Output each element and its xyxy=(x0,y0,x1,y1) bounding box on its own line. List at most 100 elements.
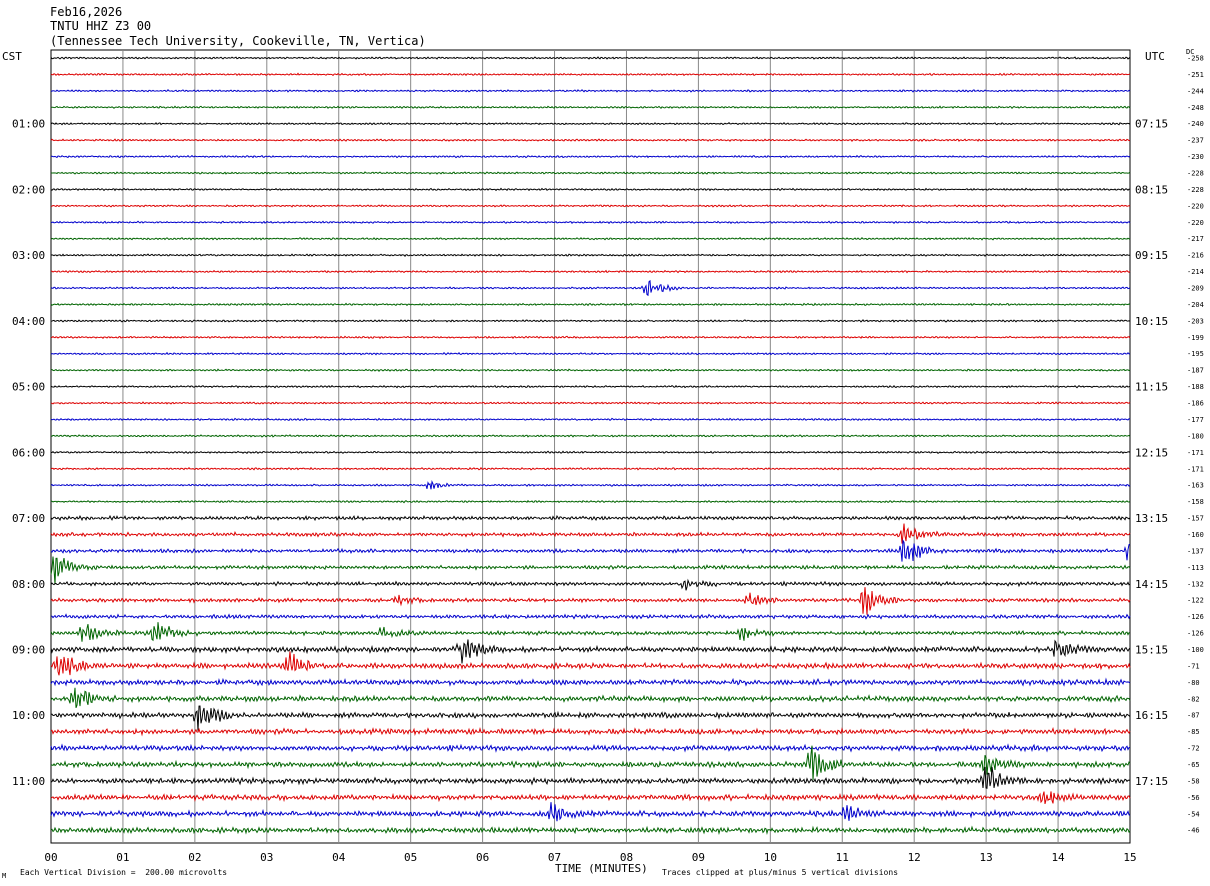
trace-line xyxy=(50,351,1131,356)
x-tick-label: 11 xyxy=(836,851,849,864)
x-tick-label: 09 xyxy=(692,851,705,864)
dc-offset-label: -217 xyxy=(1187,235,1204,243)
dc-offset-label: -56 xyxy=(1187,794,1200,802)
dc-offset-label: -58 xyxy=(1187,777,1200,785)
trace-line xyxy=(50,187,1131,192)
cst-hour-label: 04:00 xyxy=(12,315,45,328)
x-tick-label: 00 xyxy=(44,851,57,864)
trace-line xyxy=(50,613,1131,620)
utc-hour-label: 17:15 xyxy=(1135,775,1168,788)
trace-line xyxy=(50,622,1131,642)
x-tick-label: 05 xyxy=(404,851,417,864)
left-timezone-label: CST xyxy=(2,50,22,63)
minute-grid xyxy=(50,49,1131,844)
utc-hour-label: 09:15 xyxy=(1135,249,1168,262)
trace-line xyxy=(50,302,1131,307)
trace-line xyxy=(50,220,1131,225)
x-tick-label: 06 xyxy=(476,851,489,864)
dc-offset-label: -113 xyxy=(1187,564,1204,572)
dc-offset-label: -54 xyxy=(1187,810,1200,818)
trace-line xyxy=(50,401,1131,405)
x-tick-label: 01 xyxy=(116,851,129,864)
dc-offset-label: -171 xyxy=(1187,449,1204,457)
dc-offset-label: -203 xyxy=(1187,317,1204,325)
trace-line xyxy=(50,89,1131,93)
trace-line xyxy=(50,253,1131,257)
dc-offset-label: -228 xyxy=(1187,170,1204,178)
x-tick-label: 08 xyxy=(620,851,633,864)
dc-offset-label: -258 xyxy=(1187,55,1204,63)
trace-line xyxy=(50,743,1131,753)
dc-offset-label: -158 xyxy=(1187,498,1204,506)
x-tick-label: 12 xyxy=(908,851,921,864)
trace-line xyxy=(50,538,1131,562)
trace-line xyxy=(50,237,1131,241)
dc-offset-label: -82 xyxy=(1187,695,1200,703)
plot-frame xyxy=(50,49,1131,844)
trace-line xyxy=(50,480,1131,490)
dc-offset-label: -72 xyxy=(1187,745,1200,753)
trace-line xyxy=(50,434,1131,438)
dc-offset-label: -180 xyxy=(1187,432,1204,440)
dc-offset-label: -220 xyxy=(1187,219,1204,227)
trace-line xyxy=(50,802,1131,822)
utc-hour-label: 10:15 xyxy=(1135,315,1168,328)
x-tick-label: 10 xyxy=(764,851,777,864)
station-code: TNTU HHZ Z3 00 xyxy=(50,19,152,33)
trace-line xyxy=(50,726,1131,737)
trace-line xyxy=(50,766,1131,789)
dc-offset-label: -204 xyxy=(1187,301,1204,309)
trace-line xyxy=(50,639,1131,664)
dc-offset-label: -87 xyxy=(1187,712,1200,720)
x-axis-title: TIME (MINUTES) xyxy=(555,862,648,875)
dc-offset-label: -122 xyxy=(1187,597,1204,605)
utc-hour-label: 08:15 xyxy=(1135,183,1168,196)
dc-offset-label: -209 xyxy=(1187,285,1204,293)
plot-date: Feb16,2026 xyxy=(50,5,123,19)
trace-line xyxy=(50,556,1131,585)
trace-line xyxy=(50,466,1131,471)
trace-line xyxy=(50,791,1131,805)
dc-offset-label: -100 xyxy=(1187,646,1204,654)
dc-offset-label: -126 xyxy=(1187,630,1204,638)
trace-line xyxy=(50,745,1131,781)
clip-note: Traces clipped at plus/minus 5 vertical … xyxy=(662,868,899,877)
x-tick-label: 03 xyxy=(260,851,273,864)
trace-line xyxy=(50,269,1131,274)
dc-offset-label: -188 xyxy=(1187,383,1204,391)
trace-line xyxy=(50,384,1131,389)
trace-line xyxy=(50,72,1131,77)
utc-hour-label: 11:15 xyxy=(1135,381,1168,394)
dc-offset-label: -248 xyxy=(1187,104,1204,112)
cst-hour-label: 03:00 xyxy=(12,249,45,262)
trace-line xyxy=(50,138,1131,142)
trace-line xyxy=(50,56,1131,60)
utc-hour-label: 07:15 xyxy=(1135,118,1168,131)
dc-offset-label: -137 xyxy=(1187,547,1204,555)
cst-hour-label: 07:00 xyxy=(12,512,45,525)
dc-offset-label: -132 xyxy=(1187,580,1204,588)
trace-line xyxy=(50,121,1131,126)
dc-offset-label: -177 xyxy=(1187,416,1204,424)
trace-line xyxy=(50,154,1131,159)
dc-offset-label: -65 xyxy=(1187,761,1200,769)
trace-line xyxy=(50,499,1131,504)
trace-line xyxy=(50,514,1131,522)
dc-offset-label: -160 xyxy=(1187,531,1204,539)
dc-offset-label: -46 xyxy=(1187,827,1200,835)
trace-line xyxy=(50,587,1131,615)
trace-line xyxy=(50,105,1131,110)
x-tick-label: 13 xyxy=(980,851,993,864)
x-tick-label: 15 xyxy=(1123,851,1136,864)
trace-line xyxy=(50,523,1131,544)
x-tick-label: 02 xyxy=(188,851,201,864)
trace-line xyxy=(50,687,1131,709)
utc-hour-label: 14:15 xyxy=(1135,578,1168,591)
trace-line xyxy=(50,450,1131,455)
dc-offset-label: -220 xyxy=(1187,202,1204,210)
axis-labels: -258 -251 -244 -248 -240 -237 -230 -228 -228 -220… xyxy=(12,55,1204,865)
trace-line xyxy=(50,171,1131,175)
trace-line xyxy=(50,651,1131,676)
trace-line xyxy=(50,368,1131,372)
trace-line xyxy=(50,319,1131,323)
